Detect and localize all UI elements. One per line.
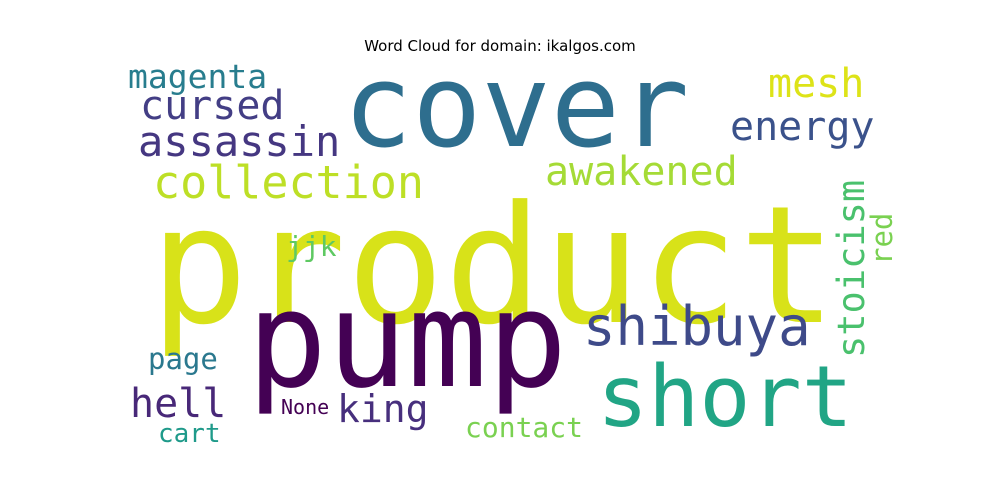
word-jjk: jjk [286,230,337,263]
word-contact: contact [465,411,584,444]
word-product: product [150,172,837,361]
word-cloud: product cover pump short shibuya collect… [125,60,900,448]
word-cart: cart [158,419,221,448]
word-stoicism: stoicism [830,179,873,358]
word-pump: pump [247,264,568,418]
word-king: king [337,387,429,431]
word-cursed: cursed [140,83,285,129]
word-red: red [865,212,899,265]
word-shibuya: shibuya [583,295,811,358]
word-energy: energy [730,104,875,150]
word-hell: hell [130,381,227,427]
chart-title: Word Cloud for domain: ikalgos.com [364,37,636,55]
word-short: short [597,348,853,447]
word-page: page [148,342,218,376]
word-awakened: awakened [545,149,738,195]
word-none: None [281,395,330,419]
word-magenta: magenta [128,60,268,96]
word-collection: collection [153,156,424,209]
word-cover: cover [343,60,690,174]
word-mesh: mesh [768,61,865,107]
word-assassin: assassin [138,117,341,166]
